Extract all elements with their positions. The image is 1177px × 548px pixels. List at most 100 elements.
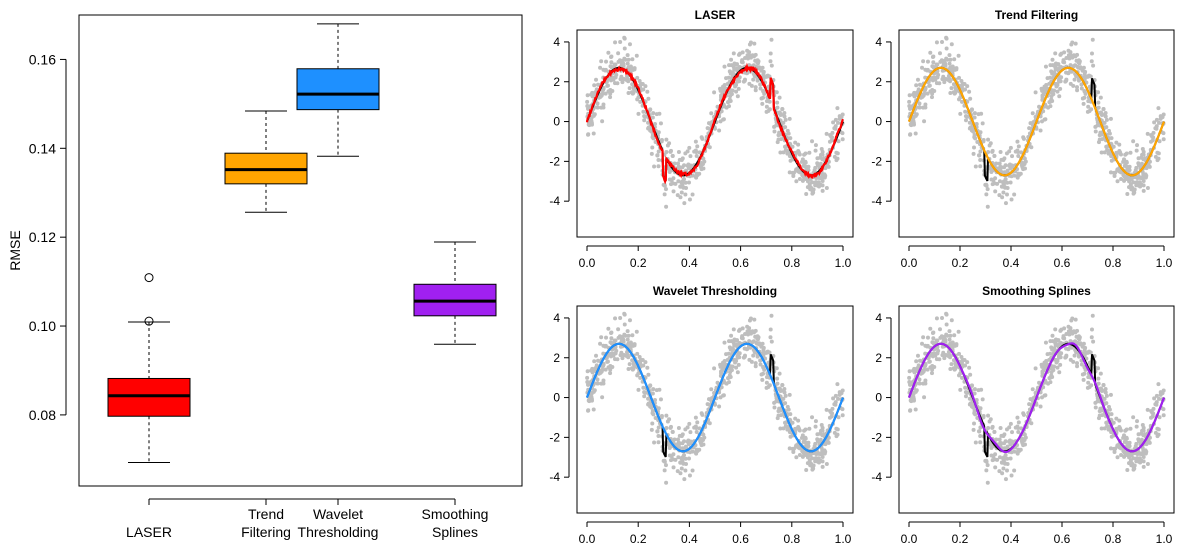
data-point [978, 440, 983, 445]
data-point [990, 148, 995, 153]
data-point [603, 91, 608, 96]
data-point [819, 422, 824, 427]
data-point [1064, 331, 1069, 336]
data-point [972, 391, 977, 396]
data-point [998, 167, 1003, 172]
data-point [1154, 126, 1159, 131]
x-tick-label: 0.4 [1003, 256, 1020, 270]
data-point [972, 115, 977, 120]
data-point [729, 63, 734, 68]
data-point [656, 164, 661, 169]
data-point [984, 459, 989, 464]
data-point [796, 150, 801, 155]
data-point [1141, 464, 1146, 469]
data-point [732, 61, 737, 66]
data-point [646, 125, 651, 130]
data-point [651, 111, 656, 116]
data-point [820, 449, 825, 454]
data-point [729, 333, 734, 338]
data-point [700, 136, 705, 141]
data-point [656, 149, 661, 154]
y-tick-label: 0.12 [29, 229, 56, 245]
data-point [997, 437, 1002, 442]
data-point [712, 366, 717, 371]
data-point [812, 168, 817, 173]
data-point [945, 57, 950, 62]
y-tick-label: -4 [549, 470, 560, 484]
data-point [1046, 381, 1051, 386]
data-point [940, 344, 945, 349]
data-point [949, 318, 954, 323]
data-point [912, 368, 917, 373]
data-point [1082, 89, 1087, 94]
data-point [700, 412, 705, 417]
data-point [981, 139, 986, 144]
y-tick-label: -4 [549, 194, 560, 208]
data-point [960, 375, 965, 380]
data-point [1127, 164, 1132, 169]
data-point [1010, 430, 1015, 435]
data-point [836, 415, 841, 420]
x-tick-label: 1.0 [1156, 532, 1173, 546]
y-tick-label: 0.10 [29, 318, 56, 334]
data-point [685, 149, 690, 154]
data-point [940, 68, 945, 73]
data-point [950, 64, 955, 69]
data-point [947, 61, 952, 66]
data-point [618, 316, 623, 321]
data-point [1057, 79, 1062, 84]
data-point [1128, 150, 1133, 155]
data-point [758, 358, 763, 363]
data-point [783, 144, 788, 149]
data-point [758, 82, 763, 87]
x-tick-label: 0.8 [783, 532, 800, 546]
data-point [730, 70, 735, 75]
data-point [615, 357, 620, 362]
data-point [1081, 377, 1086, 382]
data-point [977, 429, 982, 434]
box [296, 68, 380, 111]
data-point [1085, 74, 1090, 79]
data-point [1103, 390, 1108, 395]
y-tick-label: 0 [875, 115, 882, 129]
data-point [824, 131, 829, 136]
data-point [755, 334, 760, 339]
data-point [658, 121, 663, 126]
data-point [600, 395, 605, 400]
data-point [618, 344, 623, 349]
box [107, 377, 191, 417]
data-point [968, 96, 973, 101]
data-point [675, 193, 680, 198]
data-point [610, 88, 615, 93]
data-point [1085, 350, 1090, 355]
data-point [1091, 339, 1096, 344]
data-point [1156, 106, 1161, 111]
fit-line [585, 342, 845, 453]
data-point [642, 118, 647, 123]
data-point [1075, 85, 1080, 90]
data-point [605, 359, 610, 364]
data-point [1131, 464, 1136, 469]
data-point [687, 421, 692, 426]
data-point [1047, 81, 1052, 86]
data-point [722, 359, 727, 364]
data-point [679, 456, 684, 461]
data-point [618, 353, 623, 358]
data-point [1009, 197, 1014, 202]
data-point [1140, 428, 1145, 433]
data-point [1108, 392, 1113, 397]
data-point [958, 387, 963, 392]
y-tick-label: 0.08 [29, 407, 56, 423]
data-point [1137, 457, 1142, 462]
data-point [622, 36, 627, 41]
data-point [751, 77, 756, 82]
data-point [718, 119, 723, 124]
data-point [1137, 181, 1142, 186]
data-point [1013, 425, 1018, 430]
data-point [836, 139, 841, 144]
data-point [787, 116, 792, 121]
data-point [676, 443, 681, 448]
data-point [591, 389, 596, 394]
data-point [994, 161, 999, 166]
data-point [736, 86, 741, 91]
